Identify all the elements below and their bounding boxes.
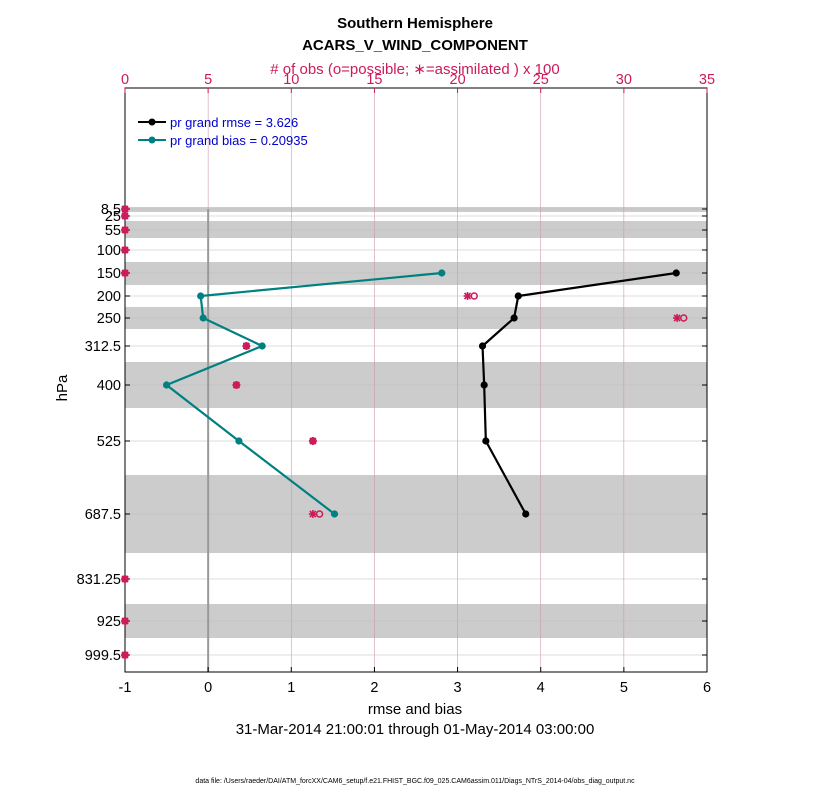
- obs-assimilated-marker: [308, 510, 317, 518]
- bias-point: [330, 510, 339, 518]
- y-tick-label: 525: [97, 434, 121, 450]
- asterisk-stroke: [121, 226, 129, 234]
- level-bands: [125, 207, 707, 638]
- obs-assimilated-marker: [121, 617, 129, 625]
- y-tick-label: 999.5: [85, 648, 121, 664]
- obs-assimilated-marker: [121, 651, 129, 659]
- asterisk-stroke: [232, 381, 240, 389]
- y-tick-label: 200: [97, 289, 121, 305]
- x-tick-label: 3: [454, 680, 462, 696]
- legend-rmse-label: pr grand rmse = 3.626: [170, 115, 298, 130]
- top-tick-label: 15: [366, 72, 382, 88]
- asterisk-stroke: [121, 617, 129, 625]
- x-tick-label: 5: [620, 680, 628, 696]
- rmse-point: [480, 381, 488, 389]
- x-tick-label: 6: [703, 680, 711, 696]
- y-tick-label: 312.5: [85, 339, 121, 355]
- legend-bias-marker: [148, 136, 156, 144]
- top-tick-label: 5: [204, 72, 212, 88]
- y-tick-label: 687.5: [85, 507, 121, 523]
- asterisk-stroke: [121, 269, 129, 277]
- plot-area: [124, 87, 708, 673]
- level-band: [125, 221, 707, 238]
- x-tick-label: 1: [287, 680, 295, 696]
- rmse-point: [510, 314, 518, 322]
- y-tick-label: 100: [97, 243, 121, 259]
- rmse-point: [514, 292, 522, 300]
- rmse-point: [482, 437, 490, 445]
- obs-assimilated-marker: [121, 246, 129, 254]
- asterisk-stroke: [673, 314, 681, 322]
- y-tick-label: 55: [105, 223, 121, 239]
- bias-point: [162, 381, 171, 389]
- y-tick-label: 250: [97, 311, 121, 327]
- chart-title: Southern Hemisphere: [337, 15, 493, 32]
- legend-bias-label: pr grand bias = 0.20935: [170, 133, 308, 148]
- top-tick-label: 35: [699, 72, 715, 88]
- top-tick-label: 30: [616, 72, 632, 88]
- y-tick-label: 400: [97, 378, 121, 394]
- top-tick-label: 10: [283, 72, 299, 88]
- y-tick-label: 925: [97, 614, 121, 630]
- y-tick-label: 150: [97, 266, 121, 282]
- footnote: data file: /Users/raeder/DAI/ATM_forcXX/…: [195, 778, 635, 785]
- bias-point: [197, 292, 205, 300]
- asterisk-stroke: [309, 510, 317, 518]
- x-tick-label: 2: [370, 680, 378, 696]
- x-axis-label: rmse and bias: [368, 701, 462, 718]
- chart-subtitle: ACARS_V_WIND_COMPONENT: [302, 37, 528, 54]
- rmse-point: [672, 269, 680, 277]
- obs-assimilated-marker: [121, 575, 129, 583]
- x-tick-label: 4: [537, 680, 545, 696]
- bias-point: [235, 437, 243, 445]
- axis-ticks: -1 0 1 2 3 4 5 60 5 10 15 20 25 30 358.525551001502002…: [77, 72, 715, 696]
- obs-assimilated-marker: [242, 342, 251, 350]
- x-tick-label: -1: [119, 680, 132, 696]
- rmse-point: [478, 342, 487, 350]
- y-axis-label: hPa: [54, 374, 71, 401]
- x-tick-label: 0: [204, 680, 212, 696]
- obs-assimilated-marker: [463, 292, 472, 300]
- legend-rmse-marker: [148, 118, 156, 126]
- obs-assimilated-marker: [308, 437, 317, 445]
- obs-assimilated-marker: [121, 205, 129, 213]
- top-tick-label: 20: [450, 72, 466, 88]
- obs-assimilated-marker: [121, 226, 129, 234]
- asterisk-stroke: [121, 205, 129, 213]
- top-tick-label: 0: [121, 72, 129, 88]
- date-range: 31-Mar-2014 21:00:01 through 01-May-2014…: [236, 721, 595, 738]
- obs-assimilated-marker: [673, 314, 682, 322]
- asterisk-stroke: [242, 342, 250, 350]
- level-band: [125, 207, 707, 212]
- asterisk-stroke: [121, 246, 129, 254]
- obs-assimilated-marker: [121, 212, 129, 220]
- top-axis-label: # of obs (o=possible; ∗=assimilated ) x …: [270, 61, 559, 78]
- rmse-point: [522, 510, 530, 518]
- top-tick-label: 25: [533, 72, 549, 88]
- legend: pr grand rmse = 3.626 pr grand bias = 0.…: [138, 115, 308, 148]
- bias-point: [438, 269, 446, 277]
- asterisk-stroke: [309, 437, 317, 445]
- asterisk-stroke: [463, 292, 472, 300]
- asterisk-stroke: [121, 575, 129, 583]
- obs-count-markers: [121, 205, 688, 659]
- obs-assimilated-marker: [232, 381, 241, 389]
- data-series: [162, 269, 680, 518]
- asterisk-stroke: [121, 651, 129, 659]
- y-tick-label: 8.5: [101, 202, 121, 218]
- y-tick-label: 25: [105, 209, 121, 225]
- bias-point: [199, 314, 207, 322]
- level-band: [125, 262, 707, 285]
- y-tick-label: 831.25: [77, 572, 121, 588]
- bias-point: [258, 342, 266, 350]
- obs-assimilated-marker: [121, 269, 129, 277]
- asterisk-stroke: [121, 212, 129, 220]
